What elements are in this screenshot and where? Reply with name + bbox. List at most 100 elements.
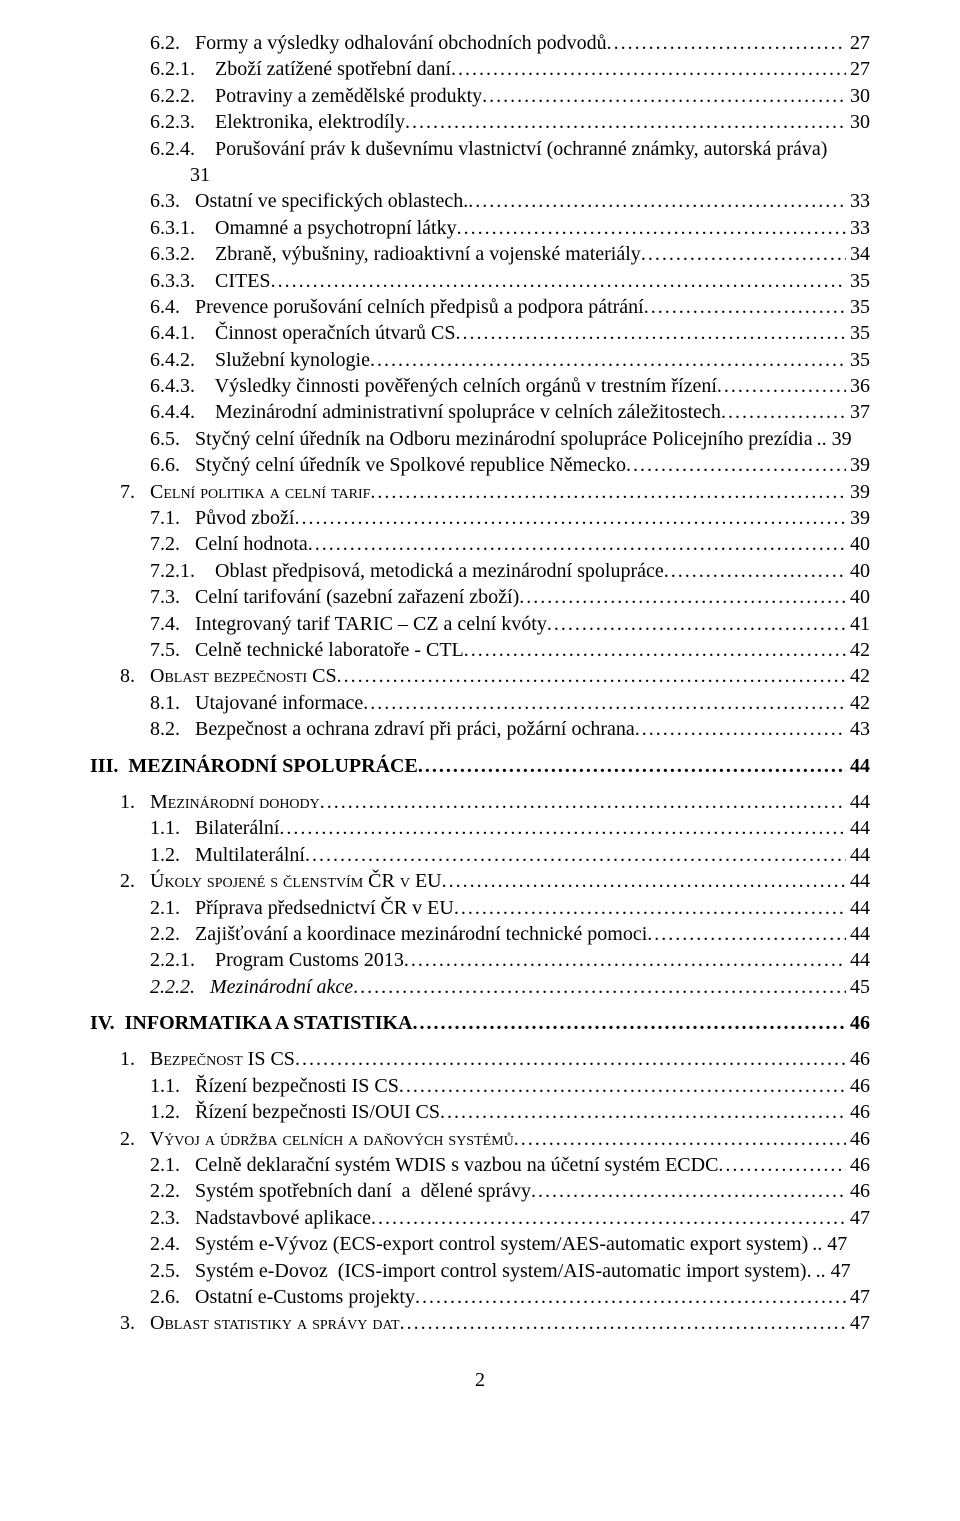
toc-page: 27 [846, 56, 870, 82]
toc-page: .. 47 [808, 1231, 847, 1257]
toc-entry: 6.3.3. CITES 35 [90, 268, 870, 294]
toc-leader [400, 1310, 846, 1336]
toc-page: 44 [846, 842, 870, 868]
toc-leader [718, 1152, 846, 1178]
toc-leader [305, 842, 846, 868]
toc-leader [294, 505, 846, 531]
toc-entry: 2.2. Zajišťování a koordinace mezinárodn… [90, 921, 870, 947]
toc-leader [418, 753, 846, 779]
toc-leader [308, 531, 846, 557]
toc-page: 44 [846, 895, 870, 921]
toc-page: 35 [846, 320, 870, 346]
toc-entry: 8.1. Utajované informace 42 [90, 690, 870, 716]
toc-label: 1.1. Bilaterální [150, 815, 279, 841]
toc-entry: 7. Celní politika a celní tarif 39 [90, 479, 870, 505]
toc-page: 40 [846, 584, 870, 610]
toc-page: 46 [846, 1046, 870, 1072]
toc-label: 7.1. Původ zboží [150, 505, 294, 531]
toc-page: 42 [846, 663, 870, 689]
toc-entry: 2.2.1. Program Customs 2013 44 [90, 947, 870, 973]
toc-leader [353, 974, 846, 1000]
toc-label: 1. Mezinárodní dohody [120, 789, 320, 815]
toc-leader [415, 1284, 846, 1310]
toc-page: 44 [846, 753, 870, 779]
toc-label: 6.4.1. Činnost operačních útvarů CS [150, 320, 456, 346]
toc-entry: 6.2.3. Elektronika, elektrodíly 30 [90, 109, 870, 135]
toc-label: 2.4. Systém e-Vývoz (ECS-export control … [150, 1231, 808, 1257]
toc-page: 42 [846, 637, 870, 663]
toc-leader [647, 921, 846, 947]
toc-entry: 7.5. Celně technické laboratoře - CTL 42 [90, 637, 870, 663]
toc-page: 33 [846, 188, 870, 214]
toc-page: 35 [846, 347, 870, 373]
toc-page: 41 [846, 611, 870, 637]
toc-leader [337, 663, 846, 689]
toc-leader [519, 584, 846, 610]
toc-label: 1.2. Multilaterální [150, 842, 305, 868]
toc-continuation-text: 31 [150, 162, 210, 188]
toc-label: 2. Úkoly spojené s členstvím ČR v EU [120, 868, 442, 894]
toc-label: 7.2.1. Oblast předpisová, metodická a me… [150, 558, 664, 584]
toc-label: 7.4. Integrovaný tarif TARIC – CZ a celn… [150, 611, 547, 637]
toc-leader [295, 1046, 846, 1072]
toc-page: 39 [846, 452, 870, 478]
toc-label: 8.2. Bezpečnost a ochrana zdraví při prá… [150, 716, 635, 742]
toc-entry: 7.2. Celní hodnota 40 [90, 531, 870, 557]
toc-label: 8.1. Utajované informace [150, 690, 363, 716]
toc-page: 40 [846, 531, 870, 557]
toc-label: 3. Oblast statistiky a správy dat [120, 1310, 400, 1336]
toc-entry: 6.2.4. Porušování práv k duševnímu vlast… [90, 136, 870, 162]
toc-entry: 2.3. Nadstavbové aplikace 47 [90, 1205, 870, 1231]
toc-entry: 8. Oblast bezpečnosti CS 42 [90, 663, 870, 689]
toc-label: 6.2.3. Elektronika, elektrodíly [150, 109, 405, 135]
toc-entry: IV. INFORMATIKA A STATISTIKA 46 [90, 1010, 870, 1036]
toc-entry: 2.1. Celně deklarační systém WDIS s vazb… [90, 1152, 870, 1178]
page-number: 2 [90, 1367, 870, 1393]
toc-entry: 6.4.2. Služební kynologie 35 [90, 347, 870, 373]
toc-leader [451, 56, 846, 82]
toc-label: 2.5. Systém e-Dovoz (ICS-import control … [150, 1258, 812, 1284]
toc-entry: III. MEZINÁRODNÍ SPOLUPRÁCE 44 [90, 753, 870, 779]
toc-leader [442, 868, 846, 894]
toc-page: 30 [846, 109, 870, 135]
toc-page: 44 [846, 947, 870, 973]
toc-leader [464, 637, 846, 663]
toc-leader [370, 479, 846, 505]
toc-leader [626, 452, 846, 478]
toc-page: 40 [846, 558, 870, 584]
toc-page: 46 [846, 1073, 870, 1099]
toc-page: 46 [846, 1178, 870, 1204]
toc-label: 1.2. Řízení bezpečnosti IS/OUI CS [150, 1099, 440, 1125]
toc-label: 2.2.1. Program Customs 2013 [150, 947, 404, 973]
toc-page: .. 47 [812, 1258, 851, 1284]
toc-entry: 1.1. Řízení bezpečnosti IS CS 46 [90, 1073, 870, 1099]
toc-label: 7.2. Celní hodnota [150, 531, 308, 557]
toc-label: 1.1. Řízení bezpečnosti IS CS [150, 1073, 399, 1099]
toc-page: 33 [846, 215, 870, 241]
toc-label: 6.2.4. Porušování práv k duševnímu vlast… [150, 136, 827, 162]
toc-label: 2.6. Ostatní e-Customs projekty [150, 1284, 415, 1310]
toc-label: 6.4.3. Výsledky činnosti pověřených celn… [150, 373, 717, 399]
toc-entry: 6.2. Formy a výsledky odhalování obchodn… [90, 30, 870, 56]
toc-entry: 6.4. Prevence porušování celních předpis… [90, 294, 870, 320]
toc-label: 7. Celní politika a celní tarif [120, 479, 370, 505]
toc-leader [279, 815, 846, 841]
toc-leader [399, 1073, 846, 1099]
toc-entry: 1. Bezpečnost IS CS 46 [90, 1046, 870, 1072]
toc-label: 7.5. Celně technické laboratoře - CTL [150, 637, 464, 663]
toc-page: 39 [846, 479, 870, 505]
toc-entry: 7.4. Integrovaný tarif TARIC – CZ a celn… [90, 611, 870, 637]
toc-label: 2.1. Příprava předsednictví ČR v EU [150, 895, 454, 921]
toc-label: 6.6. Styčný celní úředník ve Spolkové re… [150, 452, 626, 478]
toc-leader [641, 241, 846, 267]
toc-entry: 2.1. Příprava předsednictví ČR v EU 44 [90, 895, 870, 921]
toc-label: 2.3. Nadstavbové aplikace [150, 1205, 371, 1231]
toc-page: 46 [846, 1010, 870, 1036]
toc-entry: 3. Oblast statistiky a správy dat 47 [90, 1310, 870, 1336]
toc-entry: 1.2. Řízení bezpečnosti IS/OUI CS 46 [90, 1099, 870, 1125]
toc-entry: 6.4.4. Mezinárodní administrativní spolu… [90, 399, 870, 425]
toc-leader [531, 1178, 846, 1204]
toc-leader [721, 399, 846, 425]
toc-leader [514, 1126, 846, 1152]
toc-page: 37 [846, 399, 870, 425]
